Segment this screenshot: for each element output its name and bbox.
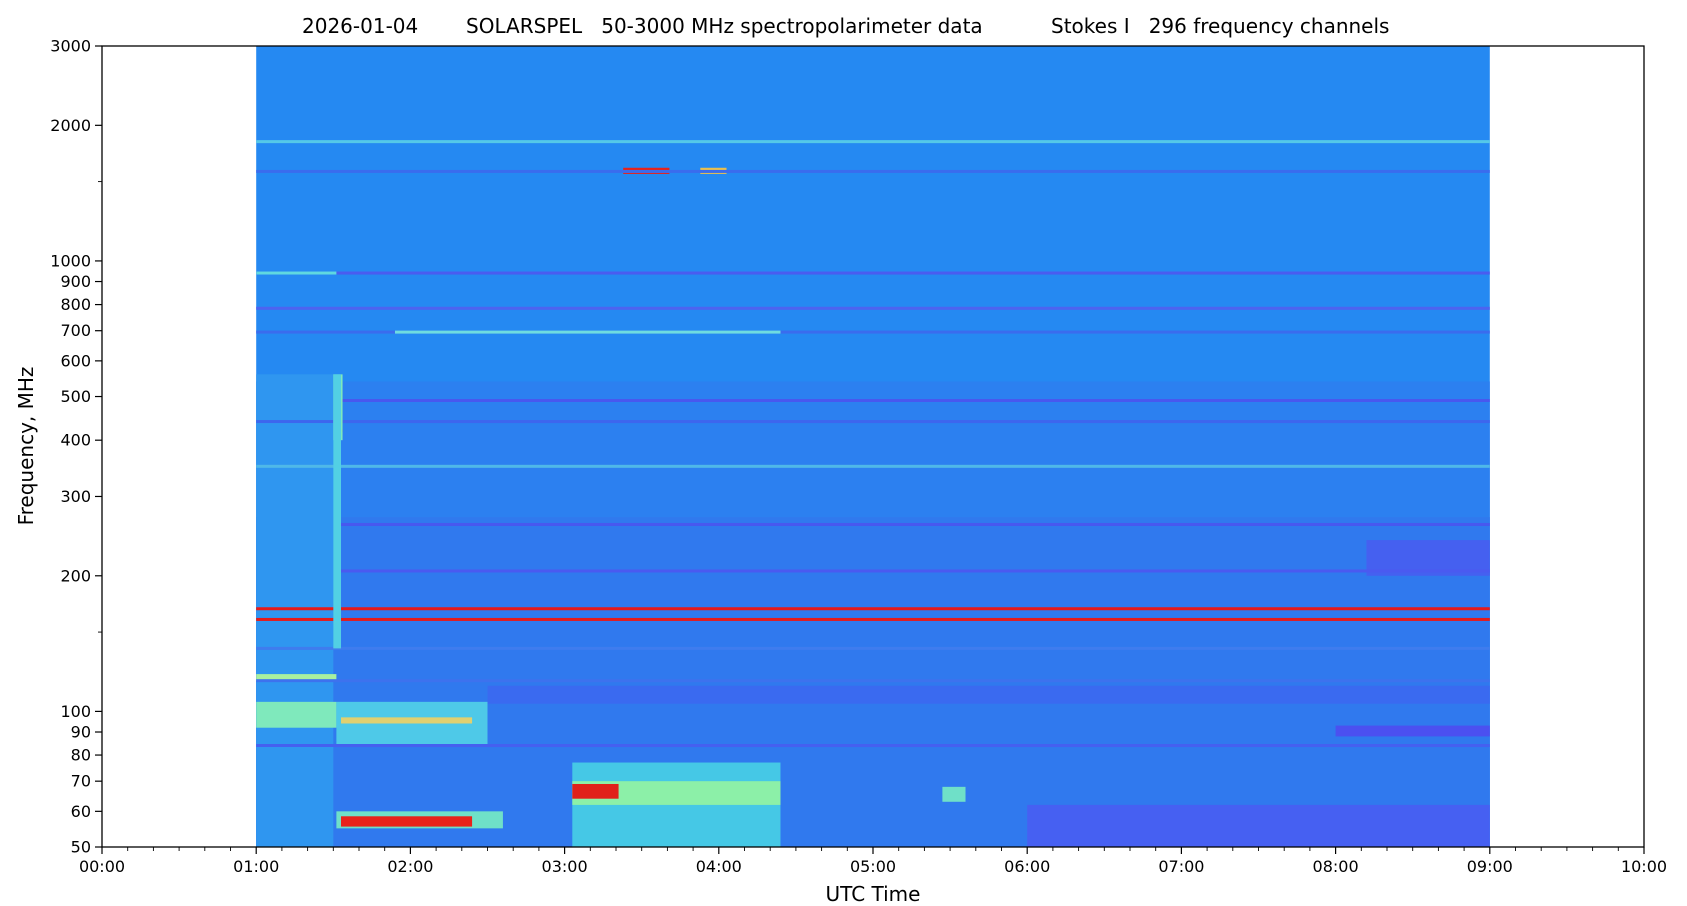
x-tick-label-3: 03:00 bbox=[542, 857, 588, 876]
x-tick-label-4: 04:00 bbox=[696, 857, 742, 876]
spectrogram-band-10 bbox=[336, 701, 488, 746]
y-tick-label-2: 70 bbox=[71, 772, 91, 791]
x-tick-label-1: 01:00 bbox=[233, 857, 279, 876]
spectrogram-band-16 bbox=[572, 783, 619, 799]
x-axis-title: UTC Time bbox=[826, 882, 921, 906]
title-stokes: Stokes I 296 frequency channels bbox=[1051, 14, 1389, 38]
y-tick-label-6: 200 bbox=[60, 566, 91, 585]
x-tick-label-5: 05:00 bbox=[850, 857, 896, 876]
spectrogram-line-27 bbox=[336, 398, 1490, 402]
spectrogram-band-6 bbox=[1335, 725, 1490, 737]
spectrogram-data bbox=[256, 46, 1490, 847]
y-axis-title: Frequency, MHz bbox=[14, 367, 38, 526]
spectrogram-line-22 bbox=[256, 271, 1490, 275]
spectrogram-line-30 bbox=[336, 522, 1490, 526]
spectrogram-band-8 bbox=[256, 701, 337, 728]
x-tick-label-9: 09:00 bbox=[1467, 857, 1513, 876]
title-instrument: SOLARSPEL 50-3000 MHz spectropolarimeter… bbox=[466, 14, 983, 38]
spectrogram-band-3 bbox=[256, 374, 334, 847]
y-tick-label-13: 900 bbox=[60, 272, 91, 291]
spectrogram-line-33 bbox=[256, 617, 1490, 621]
plot-area bbox=[101, 45, 1645, 848]
y-tick-label-3: 80 bbox=[71, 746, 91, 765]
y-tick-label-16: 3000 bbox=[50, 37, 91, 56]
spectrogram-line-32 bbox=[256, 607, 1490, 611]
x-tick-label-8: 08:00 bbox=[1313, 857, 1359, 876]
y-tick-label-4: 90 bbox=[71, 723, 91, 742]
x-tick-label-0: 00:00 bbox=[79, 857, 125, 876]
y-tick-label-7: 300 bbox=[60, 487, 91, 506]
spectrogram-band-15 bbox=[572, 781, 781, 805]
y-tick-label-10: 600 bbox=[60, 351, 91, 370]
spectrogram-line-20 bbox=[256, 140, 1490, 144]
x-tick-label-2: 02:00 bbox=[387, 857, 433, 876]
x-axis: 00:00 01:00 02:00 03:00 04:00 05:00 06:00 07:00… bbox=[79, 847, 1667, 876]
y-tick-label-9: 500 bbox=[60, 387, 91, 406]
spectrogram-band-7 bbox=[487, 685, 1490, 704]
spectrogram-line-23 bbox=[256, 271, 337, 275]
spectrogram-line-36 bbox=[256, 744, 1490, 748]
spectrogram-line-35 bbox=[256, 679, 1490, 683]
x-tick-label-6: 06:00 bbox=[1004, 857, 1050, 876]
spectrogram-band-39 bbox=[333, 374, 342, 649]
spectrogram-line-21 bbox=[256, 169, 1490, 173]
y-tick-label-11: 700 bbox=[60, 321, 91, 340]
chart-title: 2026-01-04 SOLARSPEL 50-3000 MHz spectro… bbox=[302, 14, 1389, 38]
spectrogram-line-26 bbox=[394, 330, 781, 334]
y-tick-label-0: 50 bbox=[71, 838, 91, 857]
spectrogram-line-31 bbox=[336, 569, 1490, 573]
y-tick-label-5: 100 bbox=[60, 702, 91, 721]
x-tick-label-10: 10:00 bbox=[1621, 857, 1667, 876]
spectrogram-line-24 bbox=[256, 306, 1490, 310]
spectrogram-band-13 bbox=[341, 816, 473, 827]
spectrogram-line-25 bbox=[256, 330, 1490, 334]
x-tick-label-7: 07:00 bbox=[1158, 857, 1204, 876]
y-tick-label-14: 1000 bbox=[50, 251, 91, 270]
y-tick-label-1: 60 bbox=[71, 802, 91, 821]
spectrogram-band-17 bbox=[942, 786, 966, 802]
spectrogram-band-9 bbox=[256, 674, 337, 681]
y-tick-label-12: 800 bbox=[60, 295, 91, 314]
title-date: 2026-01-04 bbox=[302, 14, 418, 38]
spectrogram-band-11 bbox=[341, 717, 473, 724]
spectrogram-band-5 bbox=[1027, 804, 1490, 847]
y-axis: 50 60 70 80 90 100 200 300 400 500 600 700 800 900 100… bbox=[50, 37, 102, 857]
y-tick-label-8: 400 bbox=[60, 431, 91, 450]
spectrogram-line-29 bbox=[256, 464, 1490, 468]
spectrogram-line-28 bbox=[256, 420, 1490, 424]
spectrogram-line-34 bbox=[256, 646, 1490, 650]
y-tick-label-15: 2000 bbox=[50, 116, 91, 135]
